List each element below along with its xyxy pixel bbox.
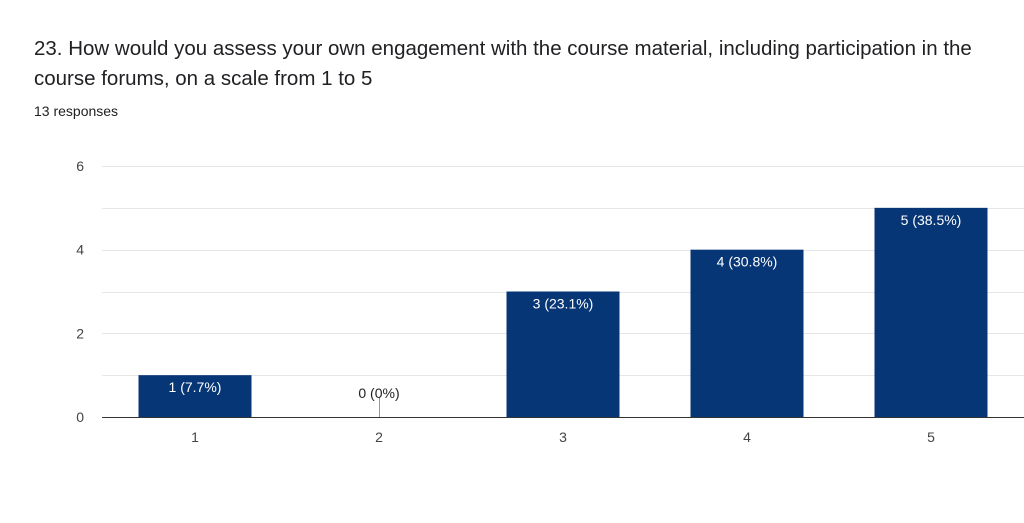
x-tick-label: 2	[375, 429, 383, 445]
x-tick-label: 4	[743, 429, 751, 445]
labels: 0 2 4 6 1 1 (7.7%) 2 0 (0%) 3 3 (23.1%) 4 4 (30.8%)…	[76, 158, 961, 445]
data-label: 3 (23.1%)	[533, 296, 594, 312]
bar	[506, 291, 620, 417]
bar	[690, 249, 804, 417]
question-title: 23. How would you assess your own engage…	[34, 37, 972, 90]
x-tick-label: 5	[927, 429, 935, 445]
bar	[874, 207, 988, 417]
y-tick-label: 4	[76, 242, 84, 258]
bar	[138, 375, 252, 417]
y-tick-label: 2	[76, 325, 84, 341]
y-tick-label: 6	[76, 158, 84, 174]
bars	[138, 207, 988, 417]
data-label: 0 (0%)	[358, 385, 399, 401]
x-tick-label: 1	[191, 429, 199, 445]
data-label: 4 (30.8%)	[717, 254, 778, 270]
x-tick-label: 3	[559, 429, 567, 445]
y-tick-label: 0	[76, 409, 84, 425]
data-label: 1 (7.7%)	[169, 379, 222, 395]
response-count: 13 responses	[34, 103, 119, 119]
data-label: 5 (38.5%)	[901, 212, 962, 228]
